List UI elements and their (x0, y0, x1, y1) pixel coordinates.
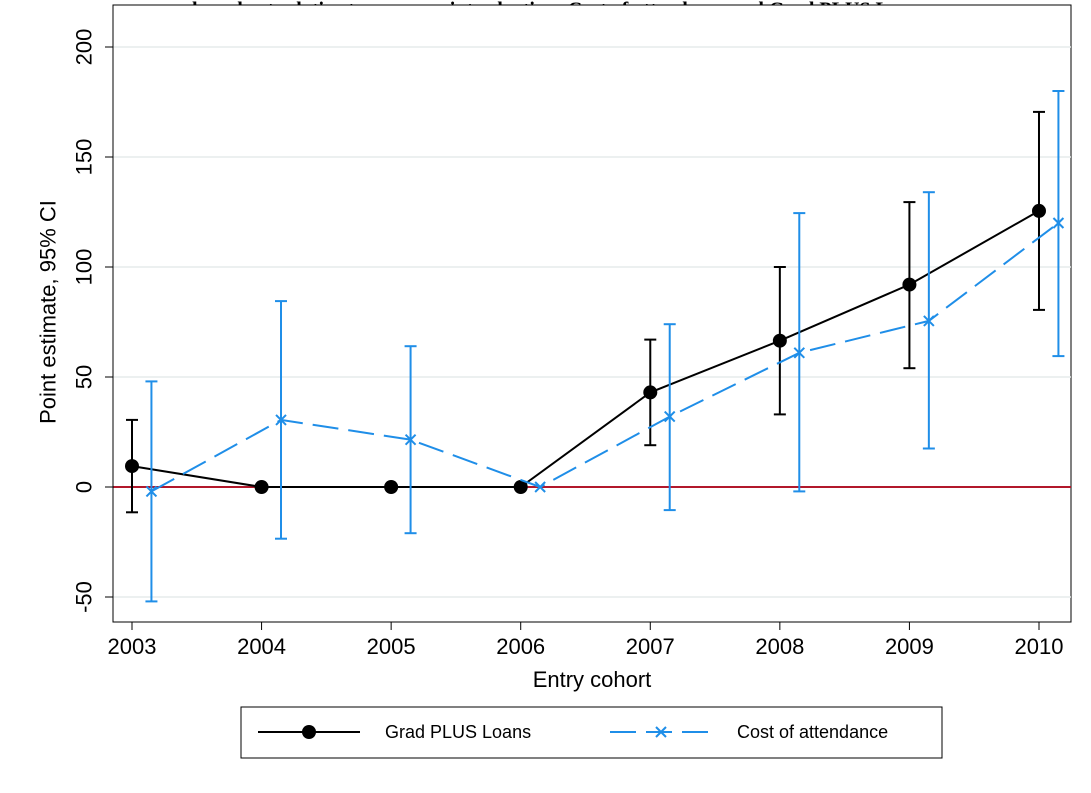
point-grad-plus-loans-2005 (384, 480, 399, 494)
y-tick-label-150: 150 (72, 139, 97, 176)
x-tick-label-2005: 2005 (367, 634, 416, 659)
marker-stroke (655, 726, 667, 738)
series-line-cost-of-attendance (150, 222, 1060, 493)
point-cost-of-attendance-2003 (145, 485, 158, 498)
x-tick-label-2006: 2006 (496, 634, 545, 659)
marker-stroke (664, 410, 676, 423)
point-cost-of-attendance-2007 (664, 410, 676, 423)
legend: Grad PLUS Loans Cost of attendance (240, 706, 943, 759)
legend-label-cost-of-attendance: Cost of attendance (737, 722, 888, 742)
point-cost-of-attendance-2010 (1052, 217, 1065, 229)
x-axis-title: Entry cohort (533, 667, 652, 692)
legend-label-grad-plus-loans: Grad PLUS Loans (385, 722, 531, 742)
point-grad-plus-loans-2006 (513, 480, 528, 494)
legend-marker-cost-of-attendance (655, 726, 667, 738)
point-grad-plus-loans-2008 (772, 333, 787, 348)
y-tick-label-100: 100 (72, 249, 97, 286)
x-tick-label-2004: 2004 (237, 634, 286, 659)
y-axis: -50 0 50 100 150 200 (72, 5, 114, 622)
point-cost-of-attendance-2008 (793, 347, 805, 359)
point-cost-of-attendance-2004 (275, 414, 287, 426)
plot-area (112, 4, 1072, 623)
marker-stroke (793, 347, 805, 359)
series-grad-plus-loans (125, 110, 1046, 514)
legend-item-cost-of-attendance: Cost of attendance (610, 722, 888, 742)
marker-stroke (404, 433, 417, 446)
legend-item-grad-plus-loans: Grad PLUS Loans (258, 722, 531, 742)
point-cost-of-attendance-2009 (923, 315, 935, 327)
series-line-grad-plus-loans (131, 210, 1040, 488)
point-grad-plus-loans-2010 (1031, 203, 1046, 218)
marker-stroke (534, 481, 546, 493)
y-tick-label-50: 50 (72, 365, 97, 389)
legend-marker-grad-plus-loans (302, 725, 316, 739)
y-axis-title: Point estimate, 95% CI (36, 200, 61, 424)
y-tick-label-50: -50 (72, 581, 97, 613)
marker-stroke (145, 485, 158, 498)
point-grad-plus-loans-2004 (254, 480, 269, 494)
point-cost-of-attendance-2005 (404, 433, 417, 446)
point-grad-plus-loans-2009 (902, 277, 917, 292)
point-cost-of-attendance-2006 (534, 481, 546, 493)
x-tick-label-2009: 2009 (885, 634, 934, 659)
marker-stroke (275, 414, 287, 426)
gridlines (113, 46, 1071, 598)
y-tick-label-200: 200 (72, 29, 97, 66)
x-axis: 2003 2004 2005 2006 2007 2008 2009 2010 (108, 621, 1071, 659)
x-tick-label-2008: 2008 (755, 634, 804, 659)
marker-stroke (1052, 217, 1065, 229)
marker-stroke (923, 315, 935, 327)
x-tick-label-2007: 2007 (626, 634, 675, 659)
series-cost-of-attendance (145, 90, 1065, 603)
y-tick-label-0: 0 (72, 481, 97, 493)
x-tick-label-2010: 2010 (1015, 634, 1064, 659)
x-tick-label-2003: 2003 (108, 634, 157, 659)
point-grad-plus-loans-2007 (643, 385, 658, 400)
series-layer (125, 90, 1065, 603)
point-grad-plus-loans-2003 (125, 459, 139, 474)
